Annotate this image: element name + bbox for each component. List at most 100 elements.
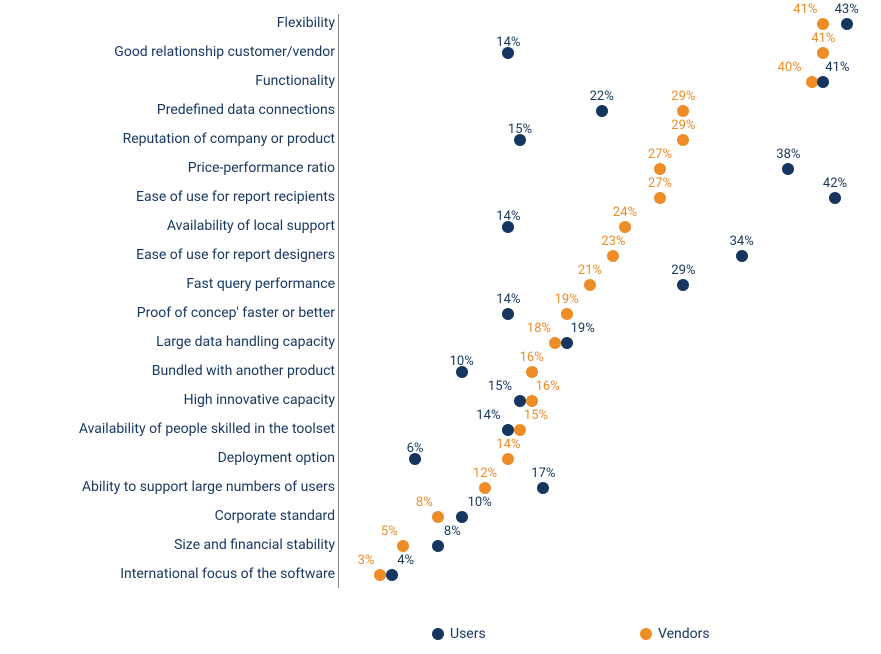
row-label: Ease of use for report designers xyxy=(0,247,335,263)
vendors-dot xyxy=(502,453,514,465)
vendors-dot xyxy=(432,511,444,523)
users-dot xyxy=(841,18,853,30)
users-value-label: 22% xyxy=(590,89,614,104)
row-label: Bundled with another product xyxy=(0,363,335,379)
vendors-dot xyxy=(397,540,409,552)
vendors-dot xyxy=(806,76,818,88)
users-value-label: 8% xyxy=(444,524,461,539)
users-dot xyxy=(456,511,468,523)
row-label: Ability to support large numbers of user… xyxy=(0,479,335,495)
users-value-label: 15% xyxy=(488,379,512,394)
users-dot xyxy=(782,163,794,175)
dot-plot-chart: Flexibility41%43%Good relationship custo… xyxy=(0,0,881,654)
vendors-value-label: 27% xyxy=(648,147,672,162)
vendors-legend-label: Vendors xyxy=(658,626,710,642)
vendors-legend-swatch xyxy=(640,628,652,640)
vendors-dot xyxy=(514,424,526,436)
legend-users: Users xyxy=(432,626,486,642)
users-dot xyxy=(561,337,573,349)
users-dot xyxy=(677,279,689,291)
users-dot xyxy=(829,192,841,204)
users-legend-label: Users xyxy=(450,626,486,642)
users-dot xyxy=(596,105,608,117)
vendors-value-label: 29% xyxy=(671,118,695,133)
vendors-dot xyxy=(817,18,829,30)
row-label: International focus of the software xyxy=(0,566,335,582)
row-label: Ease of use for report recipients xyxy=(0,189,335,205)
users-value-label: 34% xyxy=(730,234,754,249)
vendors-value-label: 8% xyxy=(416,495,433,510)
users-dot xyxy=(736,250,748,262)
vendors-dot xyxy=(677,105,689,117)
users-value-label: 14% xyxy=(496,209,520,224)
users-dot xyxy=(432,540,444,552)
row-label: Flexibility xyxy=(0,15,335,31)
vendors-dot xyxy=(374,569,386,581)
users-dot xyxy=(502,424,514,436)
users-value-label: 10% xyxy=(450,354,474,369)
vendors-dot xyxy=(549,337,561,349)
vendors-value-label: 23% xyxy=(601,234,625,249)
users-value-label: 38% xyxy=(776,147,800,162)
vendors-value-label: 18% xyxy=(527,321,551,336)
vendors-value-label: 24% xyxy=(613,205,637,220)
users-dot xyxy=(502,308,514,320)
users-value-label: 10% xyxy=(468,495,492,510)
vendors-value-label: 40% xyxy=(778,60,802,75)
row-label: Reputation of company or product xyxy=(0,131,335,147)
vendors-dot xyxy=(561,308,573,320)
axis-baseline xyxy=(338,14,339,588)
users-value-label: 17% xyxy=(531,466,555,481)
users-value-label: 14% xyxy=(496,292,520,307)
row-label: Availability of people skilled in the to… xyxy=(0,421,335,437)
users-value-label: 15% xyxy=(508,122,532,137)
vendors-value-label: 3% xyxy=(358,553,375,568)
users-dot xyxy=(537,482,549,494)
vendors-value-label: 41% xyxy=(793,2,817,17)
users-value-label: 14% xyxy=(476,408,500,423)
vendors-value-label: 16% xyxy=(520,350,544,365)
row-label: Price-performance ratio xyxy=(0,160,335,176)
vendors-dot xyxy=(654,163,666,175)
users-value-label: 43% xyxy=(835,2,859,17)
row-label: Availability of local support xyxy=(0,218,335,234)
vendors-value-label: 14% xyxy=(496,437,520,452)
row-label: Deployment option xyxy=(0,450,335,466)
row-label: Proof of concep' faster or better xyxy=(0,305,335,321)
vendors-value-label: 19% xyxy=(555,292,579,307)
users-dot xyxy=(514,395,526,407)
row-label: Fast query performance xyxy=(0,276,335,292)
vendors-dot xyxy=(584,279,596,291)
vendors-dot xyxy=(619,221,631,233)
users-dot xyxy=(386,569,398,581)
vendors-dot xyxy=(526,366,538,378)
row-label: Functionality xyxy=(0,73,335,89)
row-label: High innovative capacity xyxy=(0,392,335,408)
users-legend-swatch xyxy=(432,628,444,640)
users-value-label: 14% xyxy=(496,35,520,50)
row-label: Good relationship customer/vendor xyxy=(0,44,335,60)
row-label: Predefined data connections xyxy=(0,102,335,118)
vendors-dot xyxy=(817,47,829,59)
legend-vendors: Vendors xyxy=(640,626,710,642)
vendors-value-label: 12% xyxy=(473,466,497,481)
row-label: Size and financial stability xyxy=(0,537,335,553)
users-value-label: 29% xyxy=(671,263,695,278)
users-value-label: 19% xyxy=(571,321,595,336)
vendors-value-label: 21% xyxy=(578,263,602,278)
users-value-label: 6% xyxy=(407,441,424,456)
vendors-dot xyxy=(479,482,491,494)
vendors-value-label: 5% xyxy=(381,524,398,539)
vendors-value-label: 27% xyxy=(648,176,672,191)
vendors-dot xyxy=(526,395,538,407)
users-value-label: 42% xyxy=(823,176,847,191)
vendors-value-label: 29% xyxy=(671,89,695,104)
vendors-dot xyxy=(654,192,666,204)
vendors-value-label: 41% xyxy=(811,31,835,46)
vendors-dot xyxy=(677,134,689,146)
vendors-value-label: 15% xyxy=(524,408,548,423)
users-dot xyxy=(817,76,829,88)
row-label: Large data handling capacity xyxy=(0,334,335,350)
row-label: Corporate standard xyxy=(0,508,335,524)
users-value-label: 41% xyxy=(825,60,849,75)
